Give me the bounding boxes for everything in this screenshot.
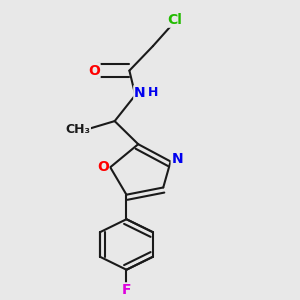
Text: N: N <box>171 152 183 166</box>
Text: F: F <box>122 283 131 297</box>
Text: N: N <box>134 86 146 100</box>
Text: H: H <box>148 86 159 99</box>
Text: O: O <box>97 160 109 174</box>
Text: Cl: Cl <box>168 13 182 27</box>
Text: O: O <box>88 64 100 78</box>
Text: CH₃: CH₃ <box>65 123 90 136</box>
